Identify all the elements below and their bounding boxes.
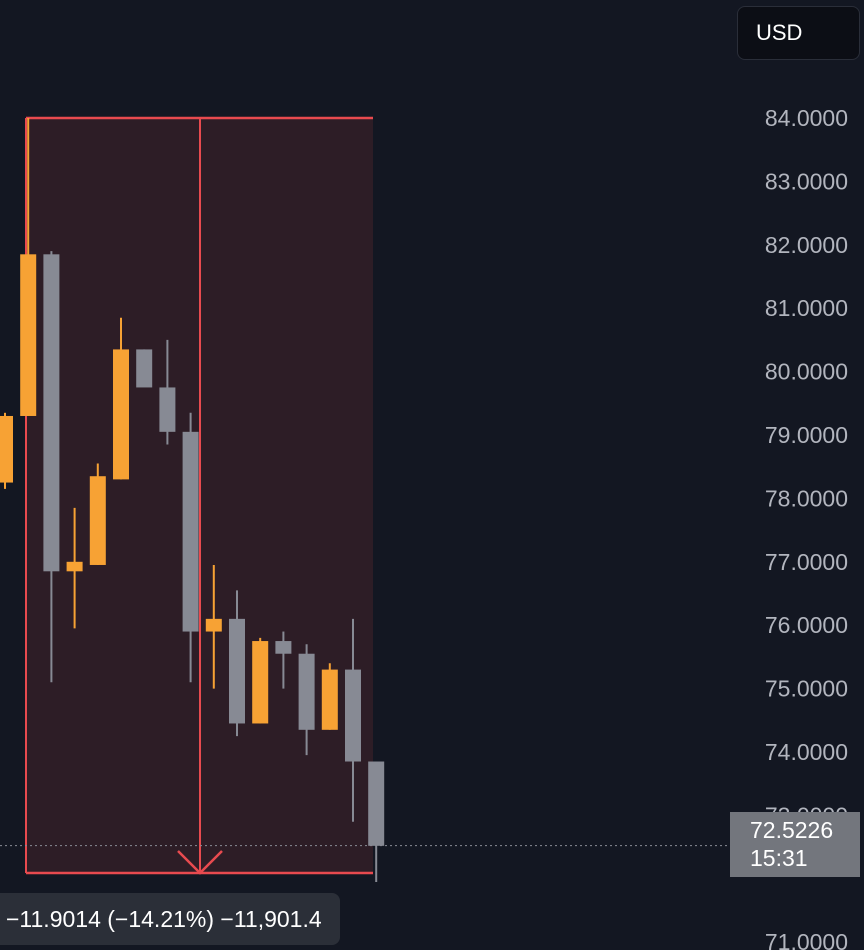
price-tick-label: 76.0000 bbox=[765, 612, 848, 638]
candle-body bbox=[136, 349, 153, 388]
candle[interactable] bbox=[182, 412, 199, 683]
candle-body bbox=[345, 669, 361, 762]
candle-body bbox=[321, 669, 338, 730]
candle-body bbox=[252, 641, 269, 724]
candle[interactable] bbox=[89, 463, 106, 565]
candle-body bbox=[229, 618, 245, 724]
price-tick-label: 83.0000 bbox=[765, 168, 848, 194]
measure-arrow-head bbox=[177, 850, 223, 875]
candle[interactable] bbox=[43, 251, 60, 683]
measure-result-label: −11.9014 (−14.21%) −11,901.4 bbox=[0, 893, 340, 945]
candle[interactable] bbox=[66, 507, 83, 629]
price-tick-label: 84.0000 bbox=[765, 105, 848, 131]
price-tick-label: 74.0000 bbox=[765, 739, 848, 765]
candle-body bbox=[298, 653, 315, 730]
candle[interactable] bbox=[229, 590, 245, 737]
candle-body bbox=[275, 641, 292, 654]
candle-body bbox=[0, 415, 13, 483]
price-tick-label: 71.0000 bbox=[765, 929, 848, 950]
candle[interactable] bbox=[159, 339, 176, 445]
measure-result-text: −11.9014 (−14.21%) −11,901.4 bbox=[6, 905, 322, 932]
price-tick-label: 77.0000 bbox=[765, 549, 848, 575]
candle[interactable] bbox=[113, 317, 129, 480]
candle[interactable] bbox=[0, 412, 13, 489]
candle[interactable] bbox=[275, 631, 292, 689]
candle-body bbox=[89, 476, 106, 565]
candle-body bbox=[159, 387, 176, 432]
candle-body bbox=[182, 431, 199, 632]
last-price-tag: 72.5226 15:31 bbox=[730, 812, 860, 877]
price-tick-label: 81.0000 bbox=[765, 295, 848, 321]
candle[interactable] bbox=[20, 118, 37, 416]
last-price-countdown: 15:31 bbox=[750, 845, 808, 871]
candle-body bbox=[205, 618, 222, 632]
candle-body bbox=[20, 254, 37, 416]
candle-body bbox=[368, 761, 385, 846]
candle[interactable] bbox=[136, 349, 153, 388]
price-tick-label: 78.0000 bbox=[765, 485, 848, 511]
measure-tool[interactable] bbox=[0, 116, 730, 875]
candle[interactable] bbox=[298, 644, 315, 756]
price-tick-label: 79.0000 bbox=[765, 422, 848, 448]
currency-button[interactable]: USD bbox=[737, 6, 860, 60]
price-tick-label: 80.0000 bbox=[765, 359, 848, 385]
candles-layer bbox=[0, 118, 385, 882]
candle[interactable] bbox=[345, 618, 361, 822]
candle[interactable] bbox=[205, 564, 222, 689]
price-tick-label: 75.0000 bbox=[765, 676, 848, 702]
price-tick-label: 82.0000 bbox=[765, 232, 848, 258]
last-price-value: 72.5226 bbox=[750, 817, 834, 843]
candle-body bbox=[43, 254, 60, 572]
candle-body bbox=[113, 349, 129, 480]
currency-label: USD bbox=[756, 20, 803, 45]
candle[interactable] bbox=[368, 761, 385, 882]
candle-body bbox=[66, 561, 83, 572]
candle[interactable] bbox=[321, 663, 338, 730]
candle[interactable] bbox=[252, 637, 269, 724]
